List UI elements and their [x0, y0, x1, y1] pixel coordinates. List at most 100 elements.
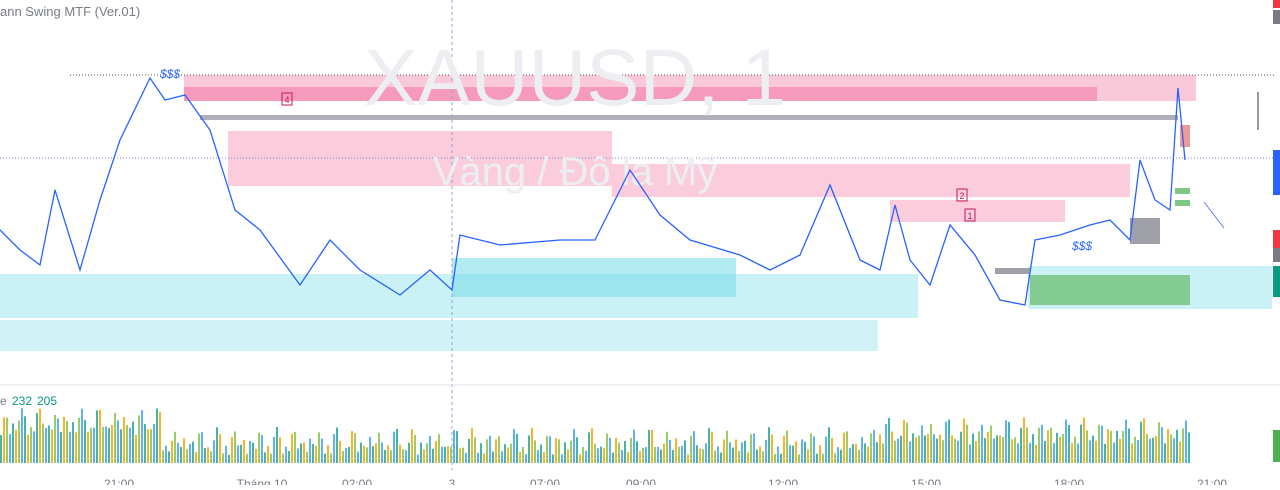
- volume-bar: [717, 446, 719, 463]
- volume-bar: [150, 429, 152, 463]
- volume-value: 205: [37, 394, 57, 408]
- volume-bar: [384, 449, 386, 463]
- volume-bar: [1077, 443, 1079, 463]
- volume-bar: [507, 447, 509, 463]
- volume-bar: [252, 442, 254, 463]
- volume-bar: [54, 414, 56, 463]
- volume-bar: [237, 445, 239, 463]
- volume-bar: [972, 433, 974, 463]
- volume-bar: [1173, 438, 1175, 463]
- zone: [184, 87, 1097, 101]
- volume-bar: [999, 435, 1001, 463]
- volume-bar: [351, 431, 353, 463]
- zone-label: 4: [284, 95, 289, 105]
- volume-bar: [156, 408, 158, 463]
- volume-bar: [528, 435, 530, 463]
- volume-bar: [33, 431, 35, 463]
- volume-bar: [183, 438, 185, 463]
- volume-bar: [708, 428, 710, 463]
- volume-bar: [447, 446, 449, 463]
- volume-bar: [318, 432, 320, 463]
- volume-bar: [414, 434, 416, 463]
- volume-bar: [681, 445, 683, 463]
- volume-bar: [195, 451, 197, 463]
- volume-bar: [969, 444, 971, 463]
- volume-bar: [207, 447, 209, 463]
- volume-bar: [240, 444, 242, 463]
- volume-bar: [114, 412, 116, 463]
- volume-bar: [213, 440, 215, 463]
- zone: [452, 258, 736, 297]
- volume-bar: [750, 434, 752, 463]
- volume-bar: [570, 440, 572, 463]
- volume-bar: [261, 435, 263, 463]
- volume-bar: [279, 437, 281, 463]
- zone: [200, 115, 1178, 120]
- volume-bar: [357, 451, 359, 463]
- volume-bar: [738, 451, 740, 463]
- volume-bar: [1101, 425, 1103, 463]
- volume-bar: [897, 438, 899, 463]
- volume-bar: [756, 449, 758, 463]
- volume-bar: [828, 427, 830, 463]
- volume-bar: [912, 433, 914, 463]
- volume-bar: [1002, 436, 1004, 463]
- volume-bar: [168, 451, 170, 463]
- volume-bar: [906, 422, 908, 463]
- volume-bar: [42, 423, 44, 463]
- volume-bar: [1188, 432, 1190, 463]
- volume-bar: [963, 418, 965, 463]
- volume-bar: [1098, 424, 1100, 463]
- arrow: [1203, 201, 1225, 229]
- volume-bar: [1161, 427, 1163, 463]
- volume-bar: [432, 448, 434, 463]
- volume-bar: [657, 446, 659, 463]
- volume-bar: [495, 439, 497, 463]
- time-label: 21:00: [1197, 477, 1227, 485]
- zone: [612, 164, 1130, 197]
- volume-bar: [693, 431, 695, 463]
- time-label: 18:00: [1054, 477, 1084, 485]
- volume-bar: [510, 443, 512, 463]
- volume-bar: [381, 442, 383, 463]
- volume-bar: [732, 447, 734, 463]
- volume-bar: [864, 443, 866, 463]
- volume-bar: [612, 452, 614, 463]
- volume-bar: [966, 424, 968, 463]
- volume-bar: [360, 442, 362, 463]
- volume-bar: [714, 450, 716, 463]
- volume-bar: [789, 445, 791, 463]
- volume-bar: [132, 421, 134, 463]
- volume-bar: [1065, 419, 1067, 463]
- volume-bar: [147, 429, 149, 463]
- price-line: [0, 76, 1186, 306]
- volume-bar: [462, 447, 464, 463]
- volume-bar: [258, 432, 260, 463]
- zone-label: 1: [967, 211, 972, 221]
- volume-bar: [189, 444, 191, 463]
- volume-bar: [771, 434, 773, 463]
- volume-bar: [924, 435, 926, 463]
- volume-bar: [978, 431, 980, 463]
- volume-bar: [1110, 430, 1112, 463]
- volume-bar: [1029, 442, 1031, 463]
- volume-bar: [159, 411, 161, 463]
- volume-bar: [921, 425, 923, 463]
- volume-bar: [555, 438, 557, 463]
- volume-bar: [231, 437, 233, 463]
- volume-bar: [687, 454, 689, 463]
- volume-bar: [984, 438, 986, 463]
- volume-bar: [1164, 443, 1166, 463]
- volume-bar: [408, 442, 410, 463]
- volume-bar: [1089, 440, 1091, 463]
- right-markers: [1273, 0, 1280, 462]
- volume-bar: [1041, 424, 1043, 463]
- marker: [1273, 266, 1280, 297]
- volume-bar: [741, 442, 743, 463]
- volume-bar: [774, 453, 776, 463]
- volume-bar: [645, 447, 647, 463]
- volume-bar: [375, 443, 377, 463]
- marker: [1273, 248, 1280, 262]
- volume-bar: [234, 431, 236, 463]
- volume-bar: [1167, 429, 1169, 463]
